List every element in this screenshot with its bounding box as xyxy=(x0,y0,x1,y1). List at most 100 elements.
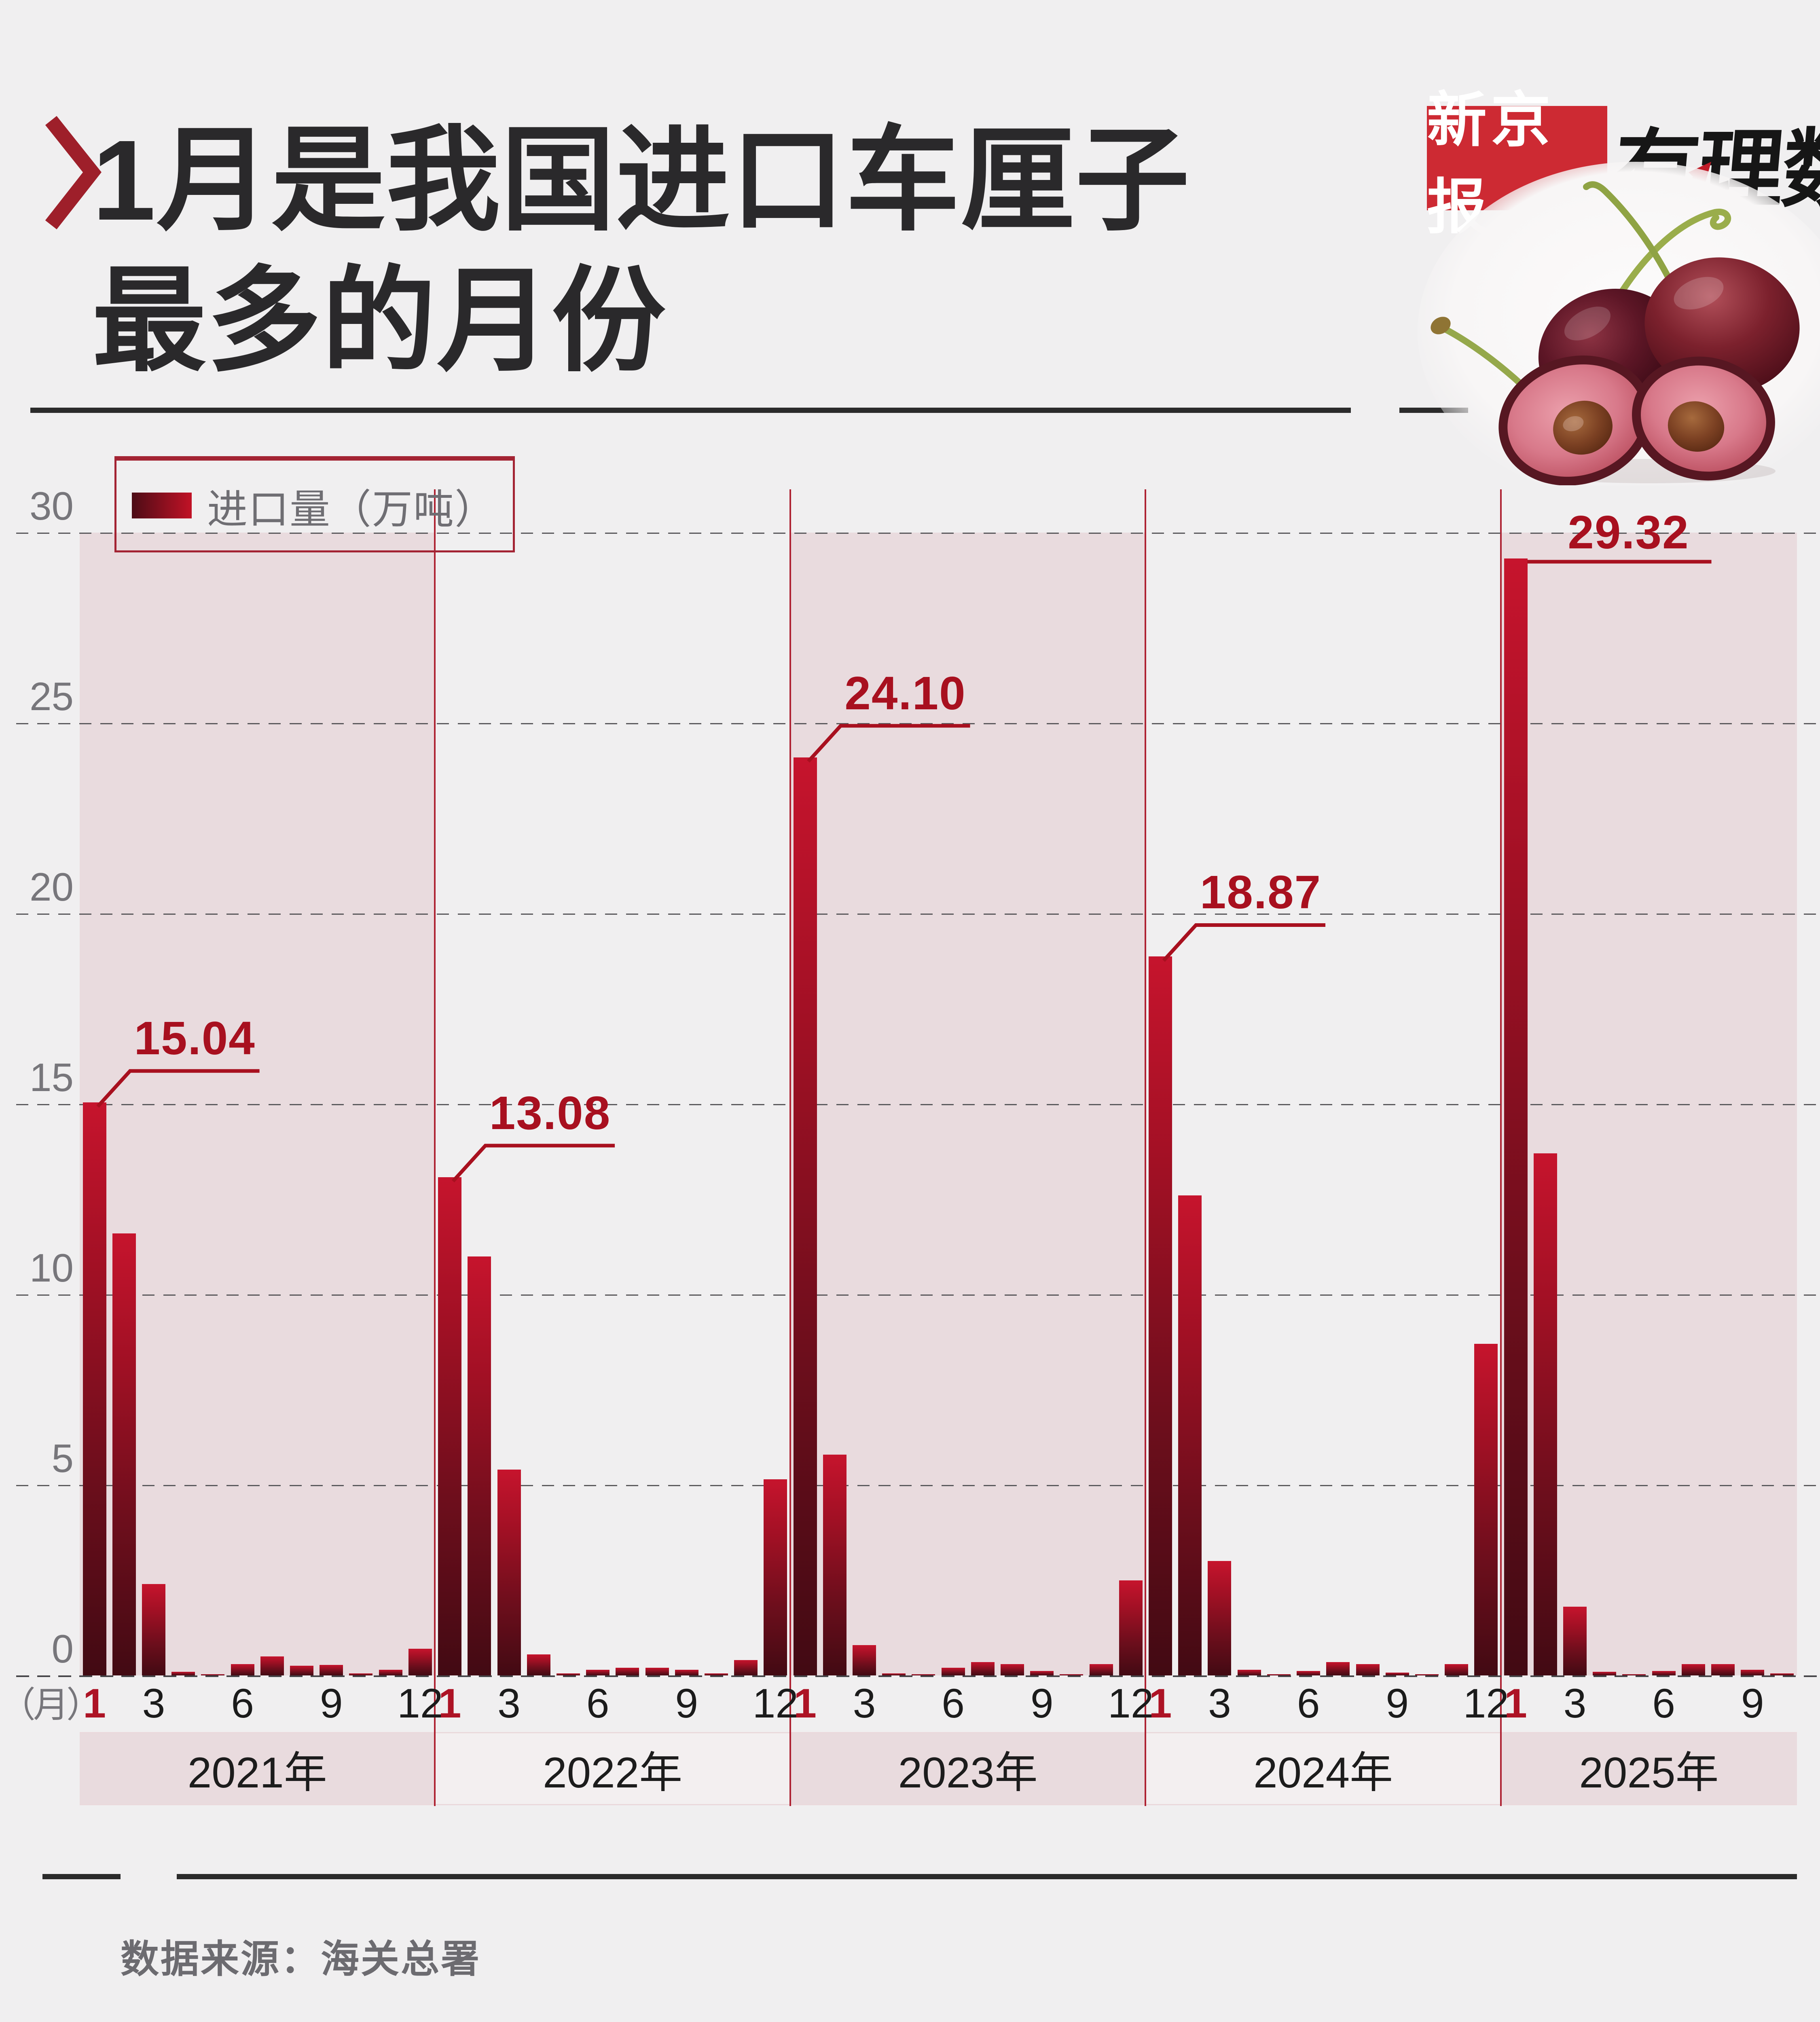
bar xyxy=(1089,1664,1113,1675)
month-tick-label: 6 xyxy=(942,1680,965,1726)
header-rule-left xyxy=(30,408,1351,413)
bar xyxy=(83,1102,106,1675)
month-tick-label: 12 xyxy=(1463,1680,1509,1726)
bar xyxy=(1237,1669,1261,1675)
y-tick-label: 5 xyxy=(51,1436,74,1481)
month-tick-label: 1 xyxy=(1504,1680,1527,1726)
bar xyxy=(645,1668,669,1675)
bar xyxy=(142,1584,166,1675)
bar xyxy=(1533,1153,1557,1675)
bar xyxy=(1622,1674,1646,1675)
gridline xyxy=(16,1104,1820,1105)
annotation-value: 15.04 xyxy=(134,1012,256,1065)
year-divider-line xyxy=(434,489,436,1806)
bar xyxy=(201,1674,225,1675)
bar xyxy=(1474,1344,1498,1675)
month-tick-label: 3 xyxy=(497,1680,521,1726)
bar xyxy=(1652,1671,1676,1675)
bar xyxy=(1741,1669,1765,1675)
month-tick-label: 6 xyxy=(1652,1680,1675,1726)
bar xyxy=(1504,558,1528,1675)
month-tick-label: 9 xyxy=(675,1680,698,1726)
bar xyxy=(823,1454,847,1675)
bar xyxy=(1385,1673,1409,1675)
chevron-icon xyxy=(45,116,102,230)
year-divider-line xyxy=(1500,489,1502,1806)
annotation-value: 29.32 xyxy=(1568,506,1689,559)
y-tick-label: 30 xyxy=(29,484,74,528)
legend-swatch xyxy=(132,493,192,518)
bar xyxy=(1060,1674,1084,1675)
bar xyxy=(438,1177,462,1675)
bar xyxy=(379,1669,402,1675)
bar xyxy=(1297,1671,1321,1675)
page-title: 1月是我国进口车厘子 最多的月份 xyxy=(92,110,1190,391)
bar xyxy=(1149,956,1172,1675)
year-divider-line xyxy=(789,489,791,1806)
gridline xyxy=(16,533,1820,534)
year-label: 2023年 xyxy=(790,1732,1146,1805)
gridline xyxy=(16,1485,1820,1486)
gridline xyxy=(16,914,1820,915)
month-tick-label: 12 xyxy=(397,1680,443,1726)
annotation-value: 13.08 xyxy=(489,1086,611,1139)
month-tick-label: 12 xyxy=(752,1680,799,1726)
gridline xyxy=(16,1675,1820,1677)
month-tick-label: 3 xyxy=(853,1680,876,1726)
month-tick-label: 1 xyxy=(794,1680,817,1726)
y-tick-label: 25 xyxy=(29,674,74,719)
title-line-1: 1月是我国进口车厘子 xyxy=(92,116,1190,244)
bar xyxy=(941,1668,965,1675)
bar xyxy=(556,1673,580,1675)
bar xyxy=(1001,1664,1024,1675)
month-tick-label: 3 xyxy=(1208,1680,1231,1726)
bar xyxy=(527,1654,550,1675)
bar xyxy=(1178,1195,1202,1675)
bar xyxy=(468,1256,491,1675)
footer-rule-left xyxy=(42,1874,121,1879)
bar xyxy=(734,1660,758,1675)
bar xyxy=(320,1665,343,1675)
year-label: 2025年 xyxy=(1500,1732,1797,1805)
bar xyxy=(971,1662,995,1675)
year-label: 2024年 xyxy=(1145,1732,1501,1805)
bar xyxy=(675,1669,698,1675)
year-label: 2021年 xyxy=(80,1732,435,1805)
bar xyxy=(1267,1674,1291,1675)
bar xyxy=(1356,1664,1380,1675)
bar xyxy=(1415,1674,1439,1675)
month-tick-label: 12 xyxy=(1108,1680,1154,1726)
month-tick-label: 1 xyxy=(1149,1680,1172,1726)
y-tick-label: 10 xyxy=(29,1246,74,1290)
bar xyxy=(1445,1664,1469,1675)
month-tick-label: 1 xyxy=(438,1680,461,1726)
cherry-half-icon xyxy=(1498,355,1775,485)
bar xyxy=(408,1649,432,1675)
bar xyxy=(290,1666,314,1675)
bar xyxy=(852,1645,876,1675)
legend-label: 进口量（万吨） xyxy=(207,486,496,532)
bar xyxy=(882,1673,906,1675)
month-tick-label: 6 xyxy=(1297,1680,1320,1726)
year-label: 2022年 xyxy=(435,1732,790,1805)
bar xyxy=(1563,1607,1587,1675)
month-tick-label: 9 xyxy=(1741,1680,1764,1726)
y-tick-label: 0 xyxy=(51,1626,74,1671)
newspaper-logo-text: 新京报 xyxy=(1427,88,1555,241)
annotation-value: 24.10 xyxy=(844,666,966,719)
year-divider-line xyxy=(1145,489,1147,1806)
bar xyxy=(912,1674,935,1675)
bar xyxy=(793,757,817,1675)
bar xyxy=(171,1671,195,1675)
bar xyxy=(260,1656,284,1675)
bar xyxy=(112,1233,136,1675)
month-tick-label: 9 xyxy=(1386,1680,1409,1726)
month-tick-label: 3 xyxy=(1563,1680,1587,1726)
bar xyxy=(1030,1671,1054,1675)
gridline xyxy=(16,1294,1820,1296)
y-tick-label: 15 xyxy=(29,1055,74,1100)
bar xyxy=(349,1673,373,1675)
title-line-2: 最多的月份 xyxy=(92,257,667,385)
